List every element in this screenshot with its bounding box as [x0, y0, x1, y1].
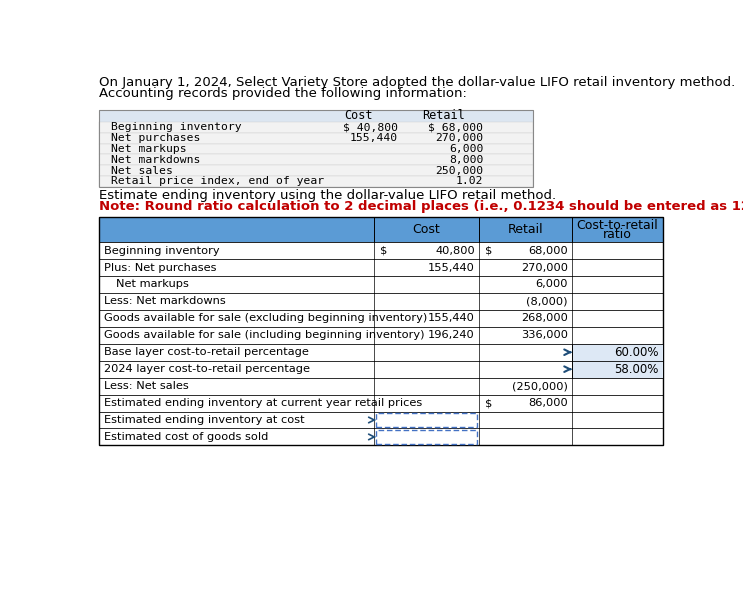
Bar: [99, 165, 533, 176]
Bar: [99, 176, 533, 187]
Text: 58.00%: 58.00%: [614, 362, 658, 376]
Text: Goods available for sale (including beginning inventory): Goods available for sale (including begi…: [104, 330, 424, 341]
Text: 86,000: 86,000: [528, 398, 568, 408]
Text: 68,000: 68,000: [528, 245, 568, 256]
Bar: [99, 411, 663, 428]
Bar: [99, 144, 533, 155]
Text: Cost: Cost: [412, 223, 441, 236]
Text: $: $: [485, 245, 493, 256]
Bar: [99, 276, 663, 293]
Text: $: $: [380, 245, 388, 256]
Text: Cost-to-retail: Cost-to-retail: [577, 219, 658, 231]
Text: Base layer cost-to-retail percentage: Base layer cost-to-retail percentage: [104, 347, 308, 357]
Text: 155,440: 155,440: [428, 262, 475, 273]
Bar: [99, 110, 533, 122]
Text: 250,000: 250,000: [435, 165, 484, 176]
Text: Net markups: Net markups: [111, 144, 187, 154]
Text: Retail: Retail: [423, 109, 465, 122]
Text: Note: Round ratio calculation to 2 decimal places (i.e., 0.1234 should be entere: Note: Round ratio calculation to 2 decim…: [99, 200, 743, 213]
Bar: [99, 122, 533, 133]
Bar: [99, 344, 663, 361]
Text: Retail: Retail: [507, 223, 543, 236]
Text: Plus: Net purchases: Plus: Net purchases: [104, 262, 216, 273]
Text: 6,000: 6,000: [449, 144, 484, 154]
Text: Net markdowns: Net markdowns: [111, 155, 201, 165]
Text: Net markups: Net markups: [116, 279, 189, 290]
Text: Estimated ending inventory at cost: Estimated ending inventory at cost: [104, 415, 305, 425]
Bar: [99, 428, 663, 445]
Text: 196,240: 196,240: [428, 330, 475, 341]
Text: Estimate ending inventory using the dollar-value LIFO retail method.: Estimate ending inventory using the doll…: [99, 190, 557, 202]
Bar: [376, 413, 477, 427]
Text: $ 68,000: $ 68,000: [429, 122, 484, 132]
Text: 6,000: 6,000: [536, 279, 568, 290]
Bar: [99, 378, 663, 395]
Text: Less: Net markdowns: Less: Net markdowns: [104, 296, 225, 307]
Bar: [99, 110, 533, 187]
Text: Estimated ending inventory at current year retail prices: Estimated ending inventory at current ye…: [104, 398, 422, 408]
Text: 1.02: 1.02: [456, 176, 484, 186]
Text: 155,440: 155,440: [350, 133, 398, 143]
Bar: [99, 361, 663, 378]
Bar: [99, 242, 663, 259]
Text: Net purchases: Net purchases: [111, 133, 201, 143]
Text: Cost: Cost: [345, 109, 373, 122]
Text: 60.00%: 60.00%: [614, 346, 658, 359]
Bar: [99, 293, 663, 310]
Text: (250,000): (250,000): [512, 381, 568, 391]
Text: 2024 layer cost-to-retail percentage: 2024 layer cost-to-retail percentage: [104, 364, 310, 374]
Bar: [99, 327, 663, 344]
Text: Accounting records provided the following information:: Accounting records provided the followin…: [99, 87, 467, 100]
Text: 336,000: 336,000: [521, 330, 568, 341]
Text: Goods available for sale (excluding beginning inventory): Goods available for sale (excluding begi…: [104, 313, 427, 324]
Text: 268,000: 268,000: [521, 313, 568, 324]
Text: $: $: [485, 398, 493, 408]
Text: ratio: ratio: [603, 228, 632, 241]
Text: Estimated cost of goods sold: Estimated cost of goods sold: [104, 432, 268, 442]
Text: Beginning inventory: Beginning inventory: [111, 122, 242, 132]
Bar: [376, 430, 477, 444]
Bar: [99, 155, 533, 165]
Text: Beginning inventory: Beginning inventory: [104, 245, 219, 256]
Text: 8,000: 8,000: [449, 155, 484, 165]
Text: 270,000: 270,000: [435, 133, 484, 143]
Text: 40,800: 40,800: [435, 245, 475, 256]
Text: Retail price index, end of year: Retail price index, end of year: [111, 176, 325, 186]
Bar: [99, 259, 663, 276]
Text: $ 40,800: $ 40,800: [343, 122, 398, 132]
Bar: [572, 361, 663, 378]
Text: 270,000: 270,000: [521, 262, 568, 273]
Bar: [572, 344, 663, 361]
Bar: [99, 218, 663, 242]
Bar: [99, 218, 663, 445]
Text: Less: Net sales: Less: Net sales: [104, 381, 189, 391]
Text: On January 1, 2024, Select Variety Store adopted the dollar-value LIFO retail in: On January 1, 2024, Select Variety Store…: [99, 76, 736, 89]
Bar: [99, 310, 663, 327]
Text: (8,000): (8,000): [527, 296, 568, 307]
Text: 155,440: 155,440: [428, 313, 475, 324]
Bar: [99, 133, 533, 144]
Bar: [99, 395, 663, 411]
Text: Net sales: Net sales: [111, 165, 173, 176]
